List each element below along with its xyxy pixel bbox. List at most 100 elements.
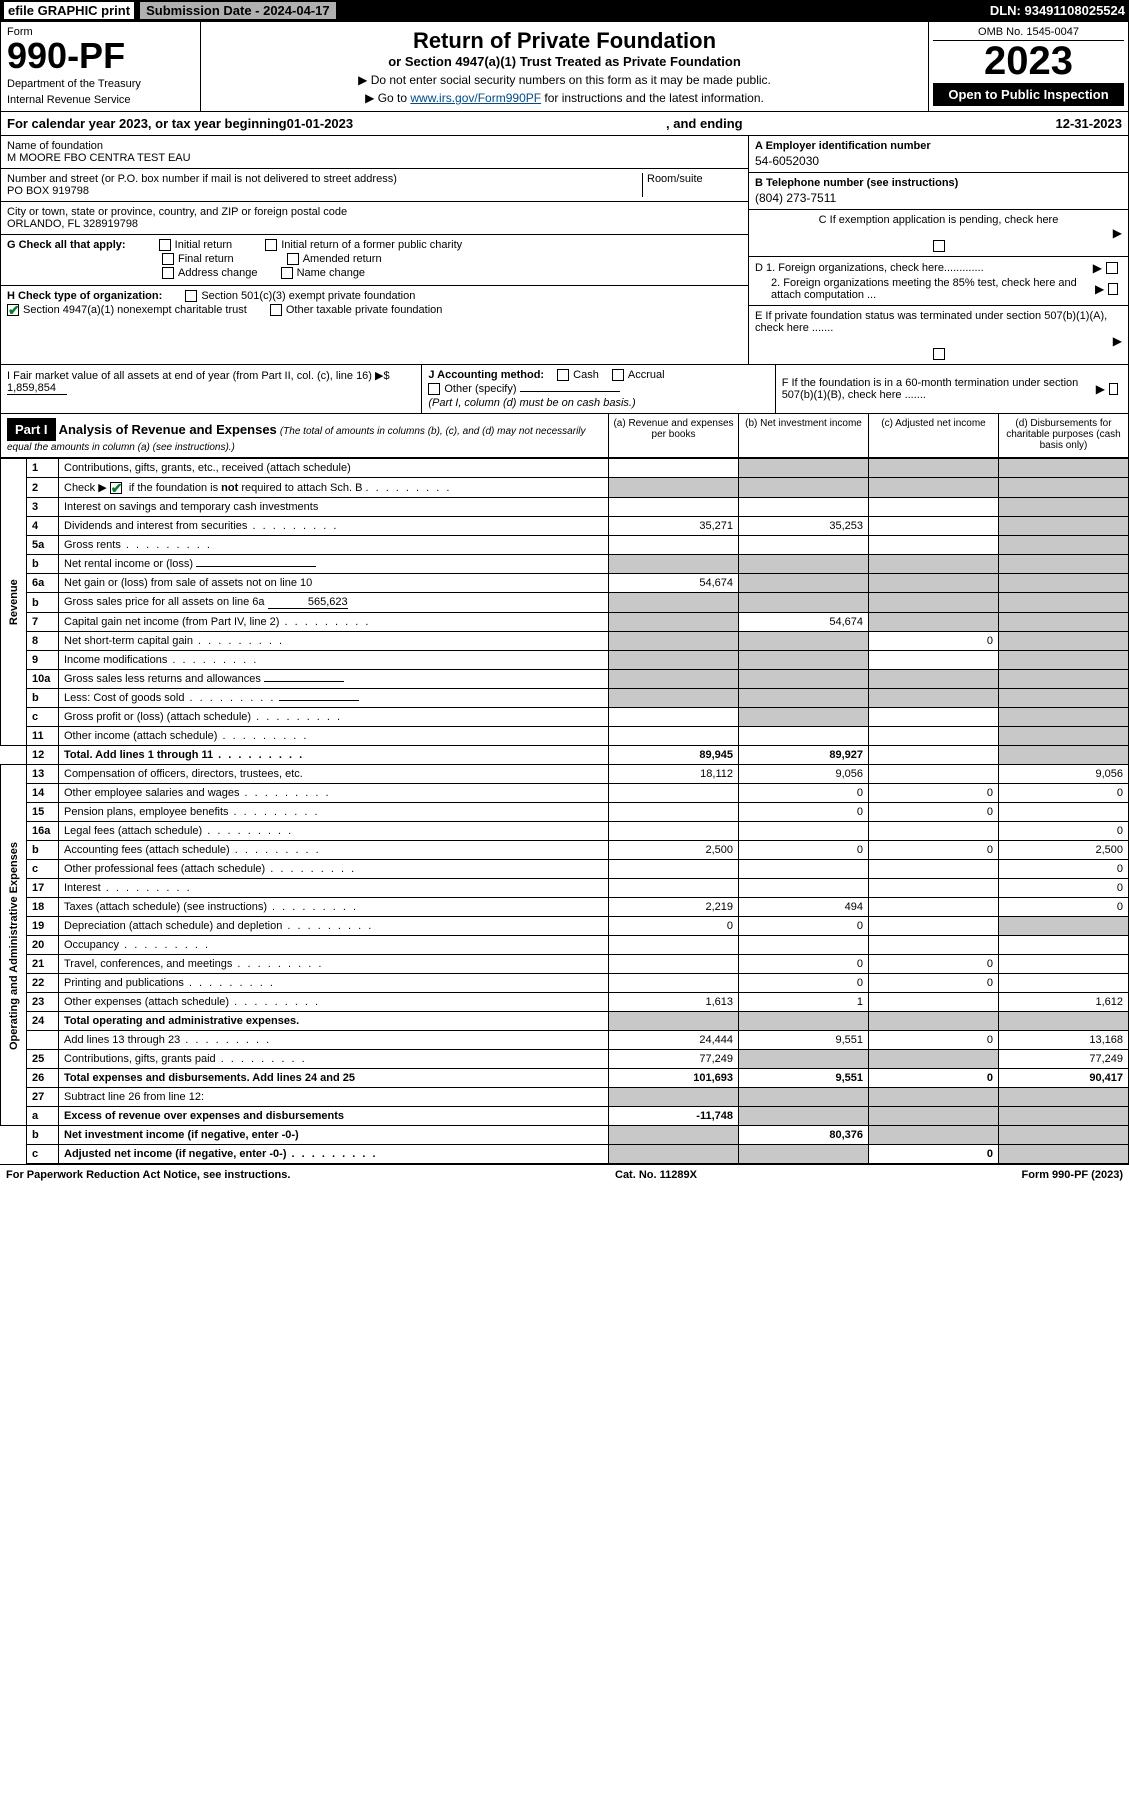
arrow-icon: ▶ xyxy=(1093,261,1102,275)
table-row: 6aNet gain or (loss) from sale of assets… xyxy=(1,574,1129,593)
expenses-side-label: Operating and Administrative Expenses xyxy=(1,765,27,1126)
calendar-year-row: For calendar year 2023, or tax year begi… xyxy=(0,112,1129,136)
val-b: 9,551 xyxy=(739,1069,869,1088)
val-d: 9,056 xyxy=(999,765,1129,784)
cb-501c3[interactable] xyxy=(185,290,197,302)
header-right: OMB No. 1545-0047 2023 Open to Public In… xyxy=(928,22,1128,111)
line-num: 20 xyxy=(27,936,59,955)
val-b: 35,253 xyxy=(739,517,869,536)
line-num: c xyxy=(27,708,59,727)
table-row: cGross profit or (loss) (attach schedule… xyxy=(1,708,1129,727)
line-desc: Adjusted net income (if negative, enter … xyxy=(64,1148,286,1160)
val-d: 0 xyxy=(999,822,1129,841)
table-row: 16aLegal fees (attach schedule)0 xyxy=(1,822,1129,841)
val-a: 24,444 xyxy=(609,1031,739,1050)
efile-badge: efile GRAPHIC print xyxy=(4,2,134,19)
line-num: 21 xyxy=(27,955,59,974)
val-b: 494 xyxy=(739,898,869,917)
cb-initial-return[interactable] xyxy=(159,239,171,251)
cb-status-terminated[interactable] xyxy=(933,348,945,360)
cb-foreign-85[interactable] xyxy=(1108,283,1118,295)
cb-address-change[interactable] xyxy=(162,267,174,279)
form990pf-link[interactable]: www.irs.gov/Form990PF xyxy=(410,91,541,105)
line-desc: Pension plans, employee benefits xyxy=(64,806,229,818)
top-bar: efile GRAPHIC print Submission Date - 20… xyxy=(0,0,1129,21)
line-num: 8 xyxy=(27,632,59,651)
line-desc: Gross sales price for all assets on line… xyxy=(64,596,265,608)
cb-4947a1[interactable] xyxy=(7,304,19,316)
line-num: 25 xyxy=(27,1050,59,1069)
part1-title: Analysis of Revenue and Expenses xyxy=(59,422,277,437)
cb-name-change[interactable] xyxy=(281,267,293,279)
line-num: b xyxy=(27,593,59,613)
part1-header-row: Part I Analysis of Revenue and Expenses … xyxy=(0,414,1129,458)
val-c: 0 xyxy=(869,974,999,993)
cb-sch-b-not-required[interactable] xyxy=(110,482,122,494)
form-subtitle: or Section 4947(a)(1) Trust Treated as P… xyxy=(207,54,922,69)
table-row: 20Occupancy xyxy=(1,936,1129,955)
d2-label: 2. Foreign organizations meeting the 85%… xyxy=(755,277,1095,301)
line-desc: Check ▶ if the foundation is not require… xyxy=(59,478,609,498)
h-opt1: Section 501(c)(3) exempt private foundat… xyxy=(201,290,415,302)
arrow-icon: ▶ xyxy=(1096,382,1105,396)
line-desc: Total expenses and disbursements. Add li… xyxy=(59,1069,609,1088)
line-desc: Interest on savings and temporary cash i… xyxy=(59,498,609,517)
line-desc: Printing and publications xyxy=(64,977,184,989)
line-desc: Gross sales less returns and allowances xyxy=(64,673,261,685)
line-desc: Compensation of officers, directors, tru… xyxy=(59,765,609,784)
cb-foreign-org[interactable] xyxy=(1106,262,1118,274)
val-a: 18,112 xyxy=(609,765,739,784)
ijf-row: I Fair market value of all assets at end… xyxy=(0,365,1129,414)
val-b: 54,674 xyxy=(739,613,869,632)
line-num: 7 xyxy=(27,613,59,632)
j-block: J Accounting method: Cash Accrual Other … xyxy=(422,365,775,413)
val-d: 13,168 xyxy=(999,1031,1129,1050)
line-desc: Total operating and administrative expen… xyxy=(59,1012,609,1031)
table-row: Add lines 13 through 2324,4449,551013,16… xyxy=(1,1031,1129,1050)
cb-accrual[interactable] xyxy=(612,369,624,381)
line-desc: Interest xyxy=(64,882,101,894)
line-desc: Legal fees (attach schedule) xyxy=(64,825,202,837)
foundation-city: ORLANDO, FL 328919798 xyxy=(7,218,742,230)
val-b: 0 xyxy=(739,803,869,822)
cb-initial-former[interactable] xyxy=(265,239,277,251)
part1-table: Revenue 1 Contributions, gifts, grants, … xyxy=(0,458,1129,1164)
val-b: 0 xyxy=(739,955,869,974)
j-accrual: Accrual xyxy=(628,369,665,381)
foundation-info: Name of foundation M MOORE FBO CENTRA TE… xyxy=(0,136,1129,365)
col-b-head: (b) Net investment income xyxy=(738,414,868,457)
cb-amended[interactable] xyxy=(287,253,299,265)
cb-exemption-pending[interactable] xyxy=(933,240,945,252)
tax-year: 2023 xyxy=(933,41,1124,81)
calyear-end: 12-31-2023 xyxy=(1056,116,1123,131)
table-row: b Gross sales price for all assets on lin… xyxy=(1,593,1129,613)
table-row: 24Total operating and administrative exp… xyxy=(1,1012,1129,1031)
table-row: 19Depreciation (attach schedule) and dep… xyxy=(1,917,1129,936)
table-row: 18Taxes (attach schedule) (see instructi… xyxy=(1,898,1129,917)
line-desc: Income modifications xyxy=(64,654,167,666)
cb-cash[interactable] xyxy=(557,369,569,381)
line-desc: Net gain or (loss) from sale of assets n… xyxy=(59,574,609,593)
table-row: Operating and Administrative Expenses 13… xyxy=(1,765,1129,784)
line-desc: Add lines 13 through 23 xyxy=(64,1034,180,1046)
cb-other-taxable[interactable] xyxy=(270,304,282,316)
cb-60month[interactable] xyxy=(1109,383,1118,395)
name-label: Name of foundation xyxy=(7,140,742,152)
j-note: (Part I, column (d) must be on cash basi… xyxy=(428,397,768,409)
val-c: 0 xyxy=(869,955,999,974)
f-block: F If the foundation is in a 60-month ter… xyxy=(776,365,1128,413)
val-d: 77,249 xyxy=(999,1050,1129,1069)
table-row: 21Travel, conferences, and meetings00 xyxy=(1,955,1129,974)
revenue-side-label: Revenue xyxy=(1,459,27,746)
table-row: 25Contributions, gifts, grants paid77,24… xyxy=(1,1050,1129,1069)
val-a: 2,500 xyxy=(609,841,739,860)
val-d xyxy=(999,459,1129,478)
g-opt-3: Amended return xyxy=(303,253,382,265)
cb-other-method[interactable] xyxy=(428,383,440,395)
val-c: 0 xyxy=(869,784,999,803)
line-desc: Total. Add lines 1 through 11 xyxy=(64,749,213,761)
line-desc: Other employee salaries and wages xyxy=(64,787,239,799)
page-footer: For Paperwork Reduction Act Notice, see … xyxy=(0,1164,1129,1185)
cb-final-return[interactable] xyxy=(162,253,174,265)
val-d: 0 xyxy=(999,898,1129,917)
